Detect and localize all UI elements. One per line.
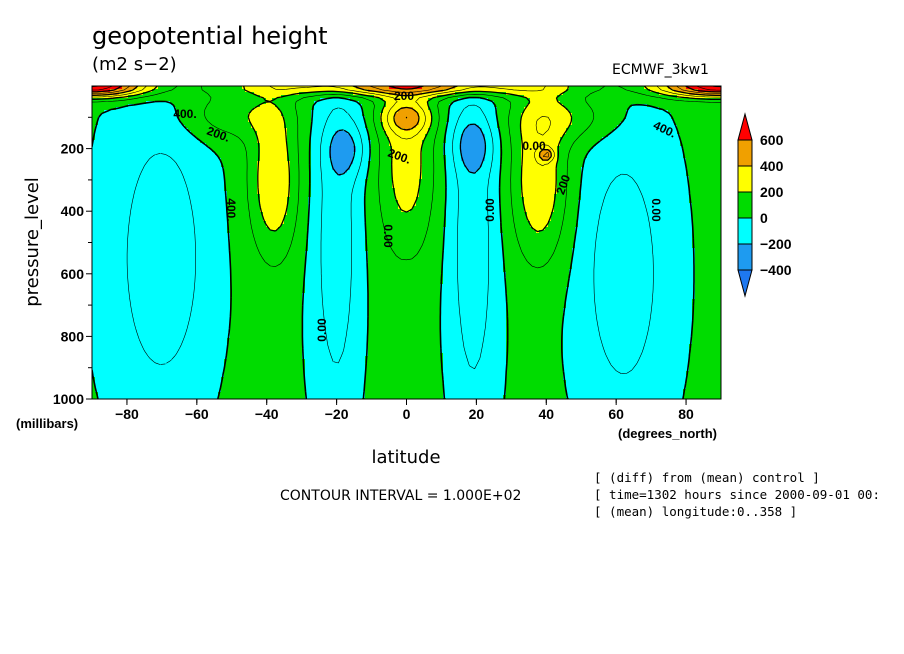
x-tick-label: 60 [608,406,624,422]
colorbar-top-arrow [737,112,753,141]
colorbar-box [737,139,753,167]
colorbar-box [737,217,753,245]
y-tick-label: 600 [61,266,85,282]
y-tick-label: 1000 [53,391,84,407]
colorbar-box [737,165,753,193]
colorbar-box [737,243,753,271]
contour-label: 0.00 [381,224,395,248]
contour-label: 200 [553,173,573,197]
contour-label: 0.00 [483,198,497,222]
y-tick-label: 200 [61,141,85,157]
dataset-label: ECMWF_3kw1 [612,62,709,78]
x-axis-label: latitude [371,447,440,468]
x-tick-label: 40 [538,406,554,422]
contour-line [92,86,721,161]
note-line-2: [ time=1302 hours since 2000-09-01 00: [594,487,880,502]
contour-field [92,86,721,399]
note-line-3: [ (mean) longitude:0..358 ] [594,504,797,519]
y-tick-label: 400 [61,203,85,219]
x-tick-label: 20 [469,406,485,422]
contour-line [126,104,654,374]
contour-label: 200 [394,89,414,103]
contour-interval-text: CONTOUR INTERVAL = 1.000E+02 [280,488,521,504]
x-tick-label: −60 [185,406,209,422]
x-tick-label: −20 [325,406,349,422]
contour-line [92,86,721,167]
y-axis: 200 400 600 800 1000 [53,116,92,407]
contour-line [329,123,487,176]
contour-line [92,86,721,269]
note-line-1: [ (diff) from (mean) control ] [594,470,820,485]
x-axis: −80 −60 −40 −20 0 20 40 60 80 [115,399,694,422]
contour-line [92,86,721,158]
x-tick-label: −40 [255,406,279,422]
contour-line [92,86,721,233]
x-tick-label: −80 [115,406,139,422]
colorbar-bottom-arrow [737,269,753,298]
colorbar-label: 400 [760,158,784,174]
contour-label: 0.00 [315,318,329,342]
contour-label: 0.00 [522,139,546,153]
x-tick-label: 80 [678,406,694,422]
colorbar-legend: 600 400 200 0 −200 −400 [737,112,792,298]
chart-units: (m2 s−2) [92,54,177,75]
colorbar-label: 600 [760,132,784,148]
y-axis-unit: (millibars) [16,416,78,431]
contour-label: 400. [173,107,196,121]
colorbar-label: 200 [760,184,784,200]
y-axis-label: pressure_level [22,177,43,307]
x-tick-label: 0 [403,406,411,422]
colorbar-label: −200 [760,236,792,252]
contour-label: 0.00 [649,198,663,222]
colorbar-label: −400 [760,262,792,278]
contour-line [92,86,721,91]
colorbar-box [737,191,753,219]
y-tick-label: 800 [61,328,85,344]
colorbar-label: 0 [760,210,768,226]
chart-title: geopotential height [92,22,328,50]
contour-label: 400. [224,198,238,221]
x-axis-unit: (degrees_north) [618,426,717,441]
